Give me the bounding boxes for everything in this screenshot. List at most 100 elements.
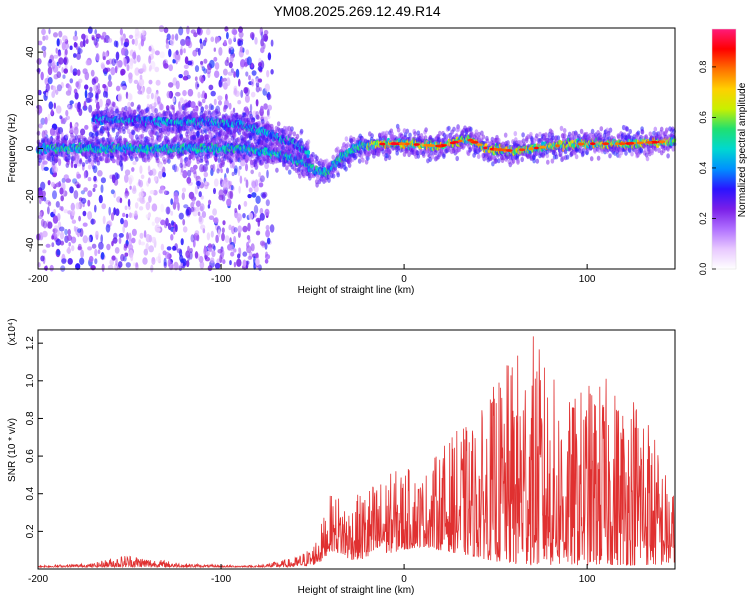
spectrogram-cell <box>45 83 50 92</box>
spectrogram-cell <box>447 125 451 131</box>
spectrogram-cell <box>218 47 223 56</box>
spectrogram-cell <box>192 210 198 217</box>
spectrogram-cell <box>228 224 232 231</box>
spectrogram-cell <box>387 154 392 161</box>
spectrogram-cell <box>175 91 181 97</box>
spectrogram-cell <box>230 155 235 161</box>
spectrogram-cell <box>148 195 152 203</box>
spectrogram-cell <box>118 233 124 238</box>
spectrogram-cell <box>42 35 46 41</box>
spectrogram-cell <box>565 154 570 160</box>
spectrogram-cell <box>73 41 78 48</box>
spectrogram-cell <box>60 206 64 212</box>
spectrogram-cell <box>197 211 201 217</box>
spectrogram-cell <box>535 158 540 164</box>
spectrogram-cell <box>224 59 229 67</box>
spectrogram-cell <box>47 180 51 186</box>
spectrogram-cell <box>246 56 252 66</box>
spectrogram-cell <box>78 159 83 165</box>
spectrogram-cell <box>94 258 98 265</box>
spectrogram-cell <box>208 247 213 253</box>
spectrogram-cell <box>544 132 548 138</box>
spectrogram-cell <box>125 213 129 218</box>
spectrogram-cell <box>199 164 205 173</box>
spectrogram-cell <box>75 81 79 88</box>
spectrogram-cell <box>163 27 169 34</box>
spectrogram-cell <box>218 79 222 88</box>
spectrogram-cell <box>248 187 253 193</box>
spectrogram-cell <box>47 221 53 229</box>
spectrogram-cell <box>62 74 66 79</box>
spectrogram-cell <box>147 165 151 172</box>
spectrogram-cell <box>184 56 189 65</box>
spectrogram-cell <box>63 57 68 64</box>
spectrogram-cell <box>298 173 302 179</box>
spectrogram-cell <box>200 60 204 65</box>
spectrogram-cell <box>185 134 190 140</box>
spectrogram-cell <box>148 79 153 85</box>
spectrogram-cell <box>43 196 47 202</box>
spectrogram-cell <box>91 218 94 225</box>
spectrogram-cell <box>261 193 267 199</box>
spectrogram-cell <box>243 177 247 182</box>
spectrogram-cell <box>227 137 232 143</box>
spectrogram-cell <box>171 151 176 158</box>
spectrogram-cell <box>160 219 166 226</box>
spectrogram-cell <box>166 90 172 99</box>
spectrogram-cell <box>243 87 249 94</box>
spectrogram-cell <box>72 71 77 76</box>
spectrogram-cell <box>143 230 147 238</box>
spectrogram-cell <box>190 29 196 34</box>
spectrogram-cell <box>80 128 86 136</box>
spectrogram-cell <box>105 224 111 233</box>
spectrogram-cell <box>187 88 194 97</box>
spectrogram-cell <box>210 90 216 97</box>
spectrogram-cell <box>221 179 228 189</box>
spectrogram-cell <box>69 100 74 105</box>
spectrogram-cell <box>37 40 43 46</box>
spectrogram-cell <box>183 163 187 169</box>
spectrogram-cell <box>255 217 261 223</box>
spectrogram-cell <box>183 137 187 143</box>
spectrogram-cell <box>205 160 210 166</box>
spectrogram-cell <box>513 131 518 137</box>
spectrogram-cell <box>177 202 180 211</box>
spectrogram-cell <box>263 29 269 36</box>
spectrogram-cell <box>208 84 214 91</box>
spectrogram-cell <box>148 234 152 243</box>
spectrogram-cell <box>195 81 199 90</box>
spectrogram-cell <box>201 211 207 218</box>
spectrogram-cell <box>123 41 129 48</box>
spectrogram-cell <box>47 77 53 85</box>
spectrogram-cell <box>44 116 48 125</box>
spectrogram-cell <box>233 235 237 245</box>
spectrogram-cell <box>234 165 238 174</box>
spectrogram-cell <box>209 59 215 69</box>
spectrogram-cell <box>108 38 113 43</box>
spectrogram-cell <box>97 170 103 177</box>
spectrogram-cell <box>233 261 237 268</box>
spectrogram-cell <box>59 231 65 240</box>
spectrogram-cell <box>248 212 254 220</box>
spectrogram-cell <box>226 167 229 174</box>
spectrogram-cell <box>175 49 179 56</box>
spectrogram-cell <box>55 201 60 208</box>
spectrogram-cell <box>82 210 87 217</box>
spectrogram-cell <box>67 228 71 236</box>
spectrogram-cell <box>154 50 160 56</box>
spectrogram-cell <box>56 38 60 47</box>
spectrogram-cell <box>47 201 52 207</box>
spectrogram-cell <box>115 51 120 61</box>
spectrogram-cell <box>54 158 58 164</box>
spectrogram-cell <box>119 28 123 36</box>
spectrogram-cell <box>57 213 61 221</box>
spectrogram-cell <box>179 162 183 168</box>
spectrogram-cell <box>521 132 525 138</box>
spectrogram-cell <box>76 173 82 179</box>
spectrogram-cell <box>192 164 198 170</box>
spectrogram-cell <box>139 139 143 145</box>
spectrogram-cell <box>260 31 264 40</box>
spectrogram-cell <box>100 184 104 193</box>
spectrogram-cell <box>154 139 159 145</box>
spectrogram-cell <box>251 192 257 198</box>
